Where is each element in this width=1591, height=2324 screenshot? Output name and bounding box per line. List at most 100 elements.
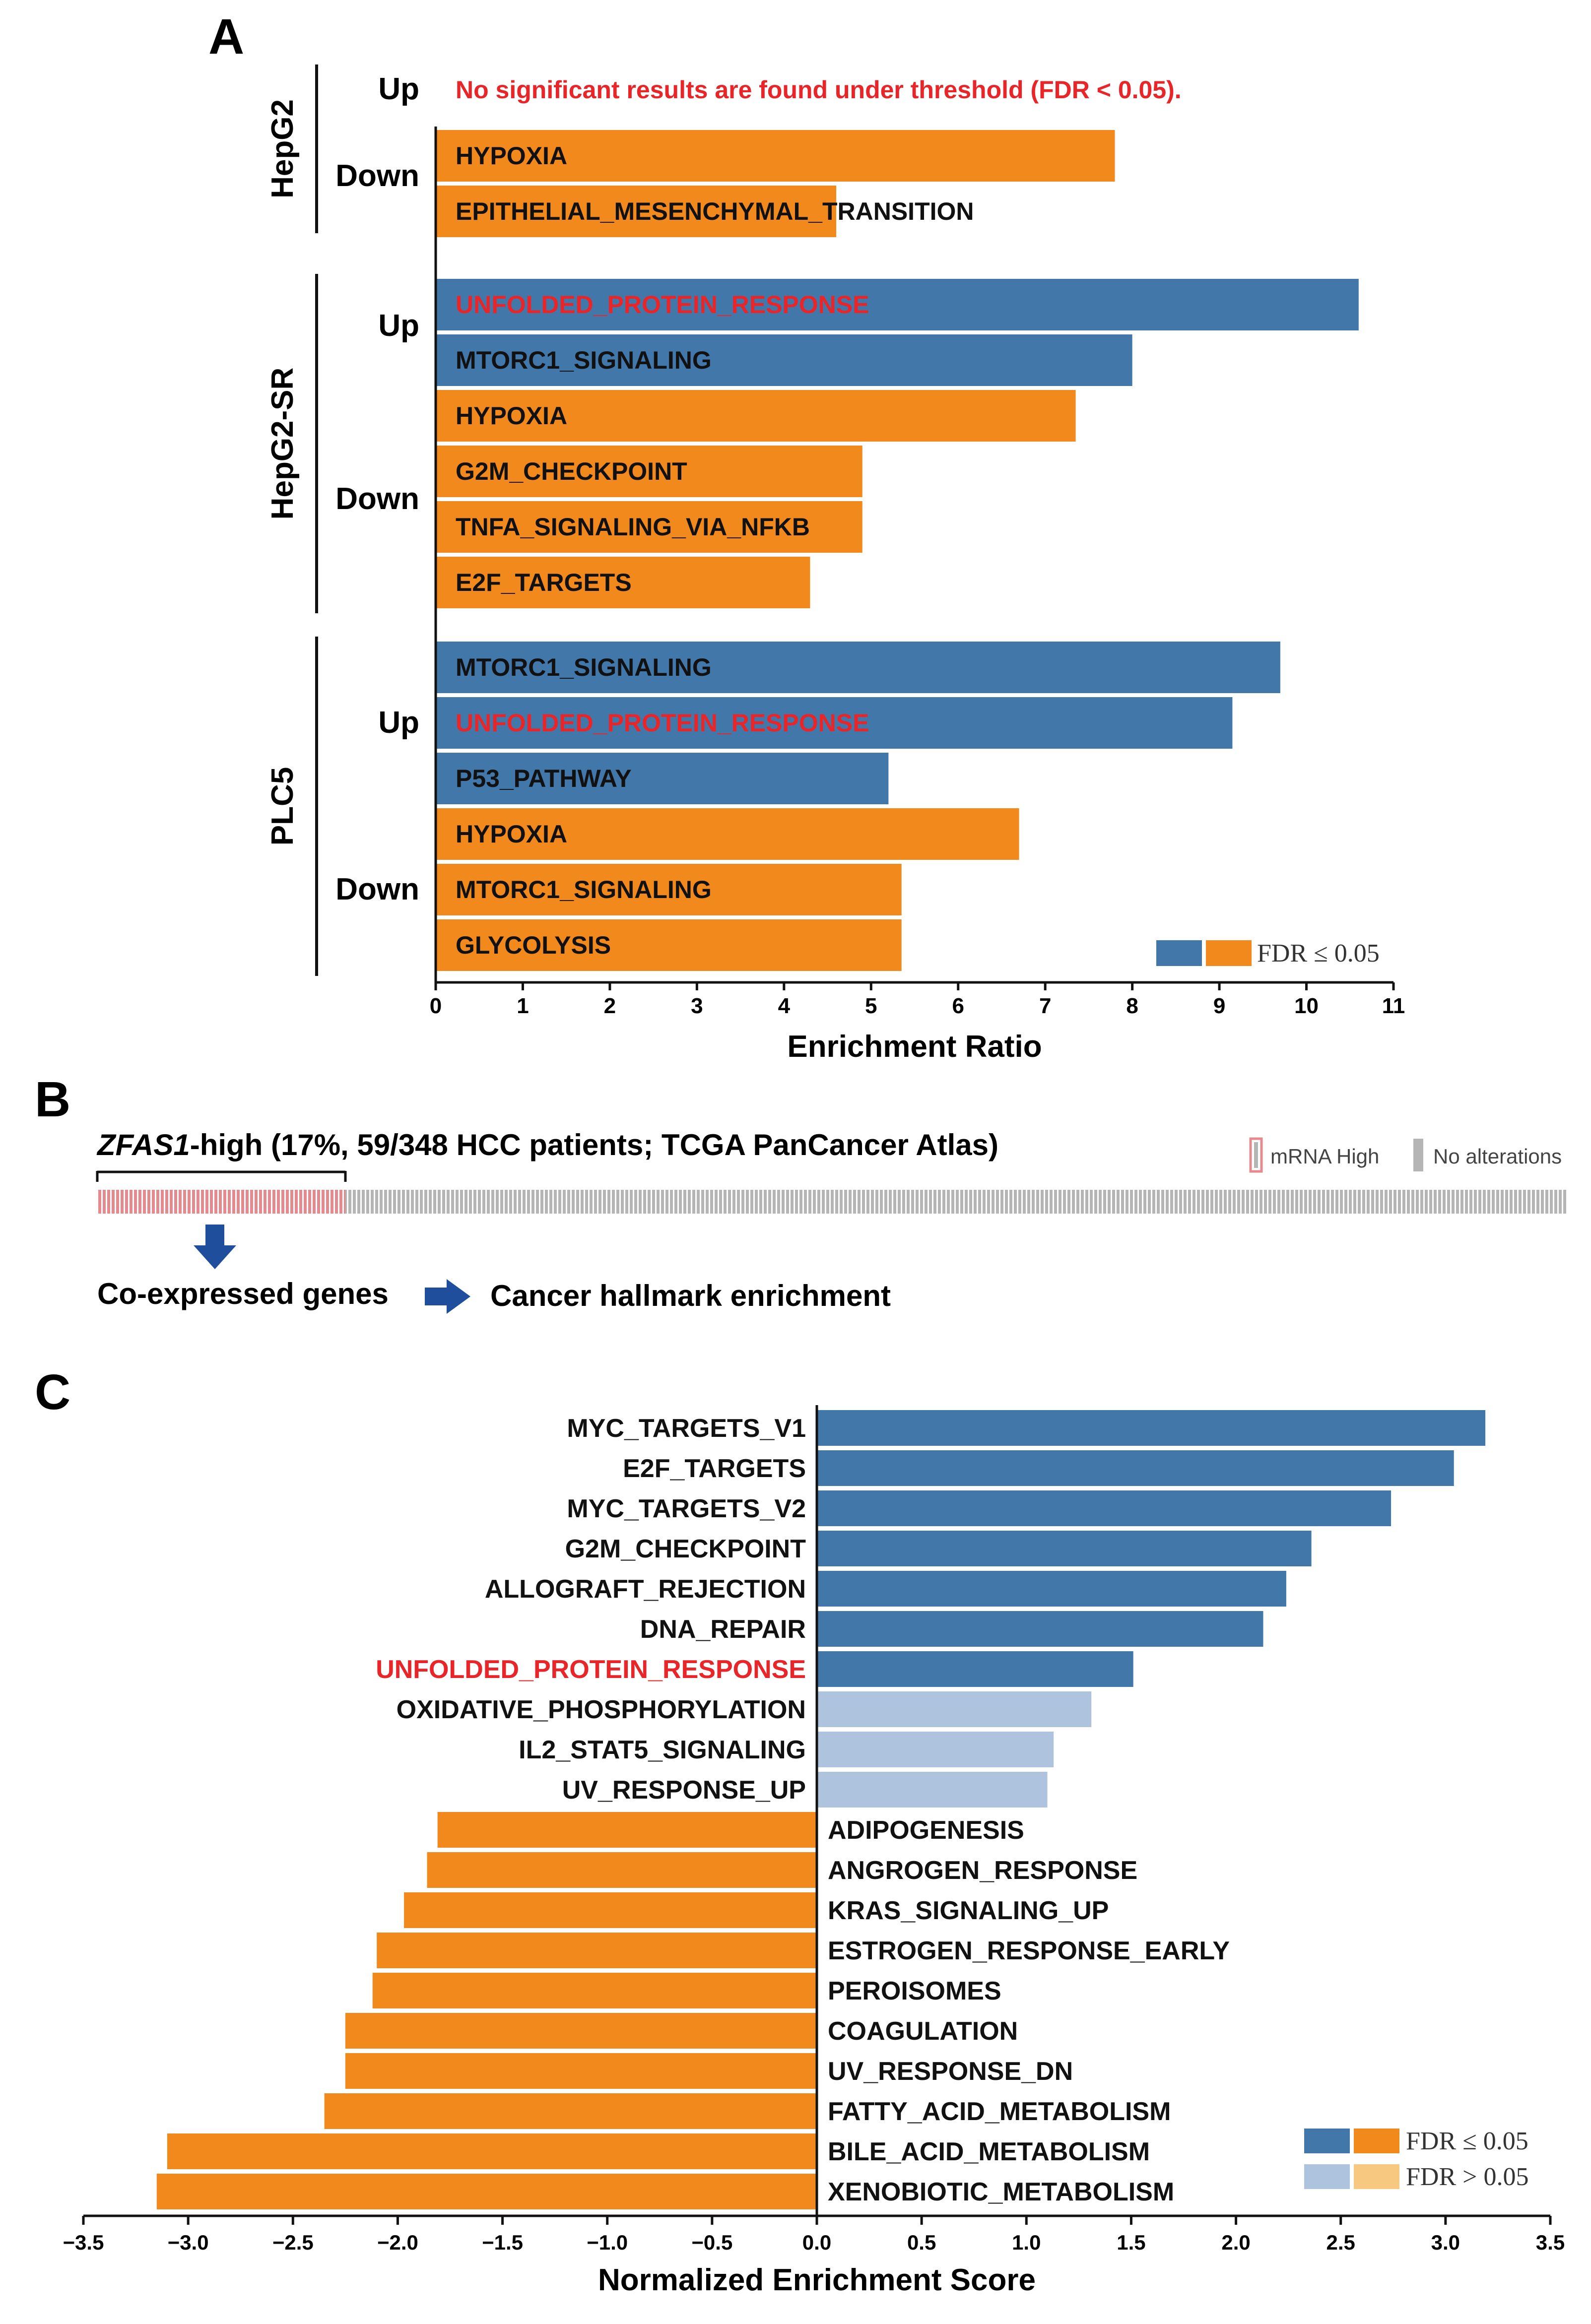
legend-nonsig-up-swatch bbox=[1304, 2164, 1350, 2189]
bar-label: HYPOXIA bbox=[456, 142, 567, 170]
x-axis-title: Normalized Enrichment Score bbox=[598, 2263, 1036, 2297]
nes-bar-dna_repair bbox=[817, 1611, 1263, 1647]
up-label: Up bbox=[378, 72, 419, 106]
bar-plc5-glycolysis bbox=[437, 919, 902, 971]
down-label: Down bbox=[335, 159, 419, 193]
x-tick-label: 1.5 bbox=[1117, 2231, 1145, 2254]
bar-label: G2M_CHECKPOINT bbox=[456, 457, 687, 485]
term-label: XENOBIOTIC_METABOLISM bbox=[828, 2178, 1174, 2206]
nes-bar-oxidative_phosphorylation bbox=[817, 1691, 1092, 1727]
nes-bar-uv_response_up bbox=[817, 1772, 1048, 1808]
cell-line-label: HepG2-SR bbox=[265, 368, 300, 520]
x-tick-label: 3 bbox=[691, 994, 703, 1018]
title-rest: -high (17%, 59/348 HCC patients; TCGA Pa… bbox=[190, 1128, 998, 1162]
bar-label: HYPOXIA bbox=[456, 820, 567, 848]
oncoprint-noalt-segment bbox=[345, 1190, 1566, 1214]
term-label: DNA_REPAIR bbox=[640, 1615, 806, 1644]
nes-bar-e2f_targets bbox=[817, 1450, 1454, 1486]
nes-bar-adipogenesis bbox=[437, 1812, 817, 1848]
zfas1-high-title: ZFAS1-high (17%, 59/348 HCC patients; TC… bbox=[96, 1128, 998, 1162]
panel-label-a: A bbox=[208, 9, 244, 65]
term-label: FATTY_ACID_METABOLISM bbox=[828, 2097, 1171, 2126]
term-label: ESTROGEN_RESPONSE_EARLY bbox=[828, 1937, 1230, 1965]
bar-plc5-unfolded_protein_response bbox=[437, 697, 1233, 749]
nes-bar-fatty_acid_metabolism bbox=[324, 2093, 817, 2129]
down-arrow-icon bbox=[194, 1225, 236, 1269]
x-axis-title: Enrichment Ratio bbox=[787, 1030, 1042, 1064]
nes-bar-angrogen_response bbox=[427, 1852, 817, 1888]
term-label: E2F_TARGETS bbox=[623, 1454, 806, 1483]
x-tick-label: 10 bbox=[1294, 994, 1319, 1018]
bar-hepg2-sr-tnfa_signaling_via_nfkb bbox=[437, 501, 862, 553]
legend-fdr-label: FDR ≤ 0.05 bbox=[1257, 939, 1380, 968]
down-label: Down bbox=[335, 872, 419, 906]
panel-label-b: B bbox=[35, 1072, 70, 1127]
x-tick-label: 2.0 bbox=[1221, 2231, 1250, 2254]
legend-sig-down-swatch bbox=[1354, 2129, 1399, 2153]
x-tick-label: −3.5 bbox=[63, 2231, 104, 2254]
nes-bar-xenobiotic_metabolism bbox=[156, 2174, 817, 2209]
nes-bar-coagulation bbox=[345, 2013, 817, 2049]
x-tick-label: −2.5 bbox=[272, 2231, 314, 2254]
bar-label: MTORC1_SIGNALING bbox=[456, 876, 712, 904]
x-tick-label: −2.0 bbox=[377, 2231, 418, 2254]
x-tick-label: 0.5 bbox=[907, 2231, 936, 2254]
x-tick-label: 2.5 bbox=[1326, 2231, 1355, 2254]
term-label: G2M_CHECKPOINT bbox=[565, 1535, 806, 1563]
up-label: Up bbox=[378, 706, 419, 740]
x-tick-label: 1.0 bbox=[1012, 2231, 1041, 2254]
bar-label: MTORC1_SIGNALING bbox=[456, 346, 712, 374]
x-tick-label: 0 bbox=[430, 994, 442, 1018]
coexpressed-genes-label: Co-expressed genes bbox=[97, 1277, 389, 1310]
panel-label-c: C bbox=[35, 1364, 70, 1420]
x-tick-label: −1.5 bbox=[482, 2231, 523, 2254]
x-tick-label: 8 bbox=[1126, 994, 1138, 1018]
no-significant-results-note: No significant results are found under t… bbox=[456, 76, 1182, 104]
down-label: Down bbox=[335, 482, 419, 516]
bar-hepg2-hypoxia bbox=[437, 130, 1115, 182]
nes-bar-unfolded_protein_response bbox=[817, 1651, 1133, 1687]
legend-no-alterations-swatch bbox=[1413, 1139, 1423, 1171]
term-label: UNFOLDED_PROTEIN_RESPONSE bbox=[376, 1655, 806, 1684]
x-tick-label: −3.0 bbox=[168, 2231, 209, 2254]
x-tick-label: 2 bbox=[604, 994, 616, 1018]
bar-hepg2-sr-unfolded_protein_response bbox=[437, 279, 1359, 330]
x-tick-label: 4 bbox=[778, 994, 791, 1018]
panel-c-chart: MYC_TARGETS_V1 E2F_TARGETS MYC_TARGETS_V2 G… bbox=[63, 1405, 1565, 2297]
right-arrow-icon bbox=[425, 1279, 470, 1314]
bar-plc5-mtorc1_signaling bbox=[437, 642, 1280, 693]
cell-line-label: HepG2 bbox=[265, 99, 300, 198]
panel-a-legend: FDR ≤ 0.05 bbox=[1156, 939, 1380, 968]
cell-line-label: PLC5 bbox=[265, 767, 300, 845]
x-tick-label: 6 bbox=[952, 994, 964, 1018]
bar-hepg2-epithelial_mesenchymal_transition bbox=[437, 186, 837, 237]
term-label: MYC_TARGETS_V2 bbox=[567, 1494, 806, 1523]
term-label: OXIDATIVE_PHOSPHORYLATION bbox=[397, 1695, 806, 1724]
bar-label: P53_PATHWAY bbox=[456, 765, 632, 792]
nes-bar-il2_stat5_signaling bbox=[817, 1732, 1054, 1767]
nes-bar-uv_response_dn bbox=[345, 2053, 817, 2089]
nes-bar-bile_acid_metabolism bbox=[167, 2133, 817, 2169]
x-tick-label: 9 bbox=[1213, 994, 1225, 1018]
bar-label: E2F_TARGETS bbox=[456, 569, 632, 596]
bar-label: TNFA_SIGNALING_VIA_NFKB bbox=[456, 513, 810, 541]
bar-label: UNFOLDED_PROTEIN_RESPONSE bbox=[456, 291, 869, 319]
term-label: IL2_STAT5_SIGNALING bbox=[519, 1736, 806, 1764]
x-tick-label: 7 bbox=[1039, 994, 1051, 1018]
x-tick-label: 5 bbox=[865, 994, 877, 1018]
legend-nonsig-label: FDR > 0.05 bbox=[1406, 2163, 1528, 2191]
term-label: PEROISOMES bbox=[828, 1977, 1001, 2005]
legend-sig-label: FDR ≤ 0.05 bbox=[1406, 2127, 1528, 2155]
nes-bar-g2m_checkpoint bbox=[817, 1531, 1312, 1566]
nes-bar-kras_signaling_up bbox=[404, 1892, 817, 1928]
bar-hepg2-sr-e2f_targets bbox=[437, 557, 810, 608]
term-label: MYC_TARGETS_V1 bbox=[567, 1414, 806, 1443]
legend-up-swatch bbox=[1156, 940, 1202, 966]
term-label: ADIPOGENESIS bbox=[828, 1816, 1024, 1845]
bar-hepg2-sr-g2m_checkpoint bbox=[437, 446, 862, 497]
legend-no-alterations-label: No alterations bbox=[1433, 1145, 1562, 1168]
bar-label: UNFOLDED_PROTEIN_RESPONSE bbox=[456, 709, 869, 737]
bar-plc5-hypoxia bbox=[437, 808, 1019, 860]
bar-label: MTORC1_SIGNALING bbox=[456, 653, 712, 681]
term-label: ANGROGEN_RESPONSE bbox=[828, 1856, 1137, 1885]
